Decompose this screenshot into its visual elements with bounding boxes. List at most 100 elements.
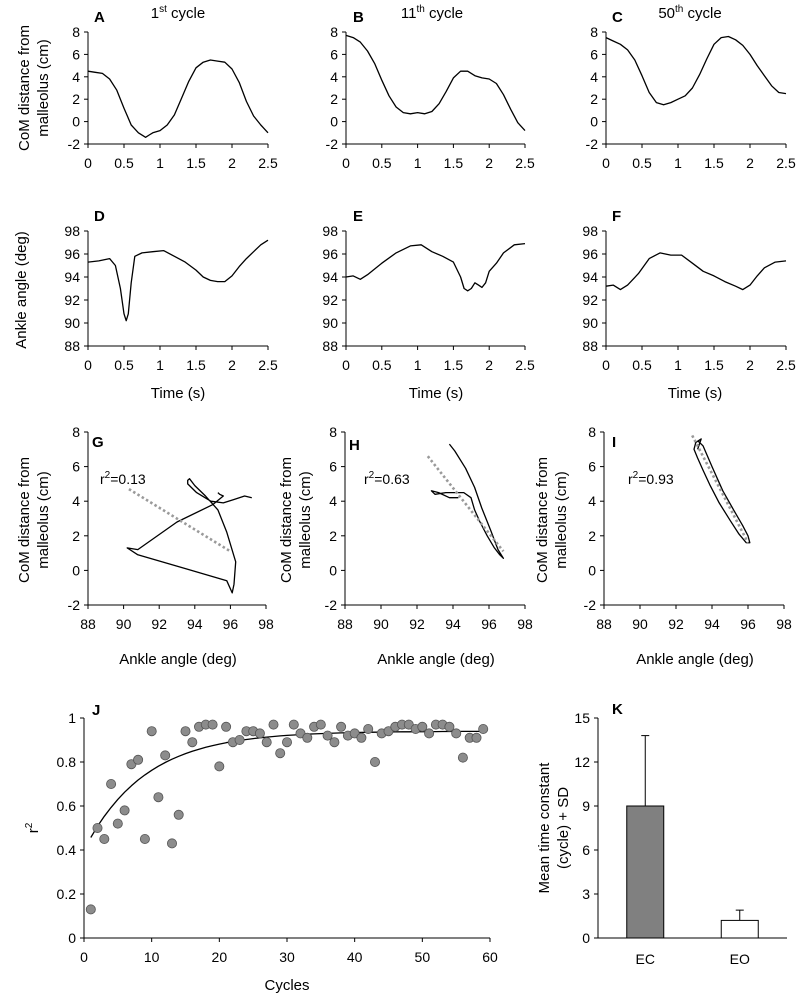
x-tick-label: 90 (632, 616, 648, 632)
data-trace-line (87, 239, 269, 322)
cycle-number: 50 (658, 5, 675, 22)
bar-eo (720, 919, 759, 939)
x-tick-label: 2 (485, 155, 493, 171)
data-trace-line (345, 242, 526, 292)
scatter-point (322, 730, 333, 741)
y-tick-label: 6 (590, 46, 598, 62)
cycle-title: 1st cycle (151, 4, 205, 22)
x-tick-label: 88 (80, 616, 96, 632)
y-tick-label: 15 (574, 710, 590, 726)
x-tick-label: 1.5 (704, 357, 724, 373)
x-tick-label: 2.5 (258, 155, 278, 171)
y-tick-label: 8 (588, 424, 596, 440)
time-xlabel-e: Time (s) (409, 385, 463, 402)
y-tick-label: 8 (329, 424, 337, 440)
x-tick-label: 94 (445, 616, 461, 632)
y-tick-label: 2 (329, 528, 337, 544)
y-tick-label: 4 (72, 493, 80, 509)
scatter-point (268, 719, 279, 730)
y-tick-label: 0 (588, 562, 596, 578)
y-tick-label: 92 (322, 292, 338, 308)
scatter-point (173, 809, 184, 820)
scatter-point (187, 737, 198, 748)
panel-letter-f: F (612, 208, 621, 225)
cycle-suffix: st (159, 4, 167, 15)
scatter-point (417, 721, 428, 732)
scatter-point (153, 792, 164, 803)
scatter-point (444, 721, 455, 732)
x-tick-label: 0.5 (372, 357, 392, 373)
y-tick-label: 0.4 (57, 842, 77, 858)
com-distance-ylabel-a: CoM distance from malleolus (cm) (16, 25, 52, 151)
time-constant-ylabel-line2: (cycle) + SD (555, 787, 572, 869)
com-distance-ylabel-i-line2: malleolus (cm) (553, 471, 570, 569)
y-tick-label: 3 (582, 886, 590, 902)
panel-letter-i: I (612, 434, 616, 451)
x-tick-label: 2.5 (776, 357, 796, 373)
scatter-point (451, 728, 462, 739)
y-tick-label: -2 (68, 597, 81, 613)
y-tick-label: 4 (72, 69, 80, 85)
scatter-point (139, 834, 150, 845)
x-tick-label: 1 (674, 357, 682, 373)
panel-k: 0 3 6 9 12 15 EC EO (574, 710, 787, 967)
x-tick-label: 1 (156, 155, 164, 171)
cycles-xlabel: Cycles (264, 977, 309, 994)
scatter-point (275, 748, 286, 759)
regression-fit-line (691, 434, 750, 544)
y-tick-label: 98 (582, 223, 598, 239)
x-tick-label: 0.5 (114, 155, 134, 171)
y-tick-label: 98 (64, 223, 80, 239)
y-tick-label: 90 (582, 315, 598, 331)
scatter-point (106, 779, 117, 790)
x-tick-label: 2 (485, 357, 493, 373)
scatter-point (363, 724, 374, 735)
y-tick-label: 8 (72, 24, 80, 40)
com-distance-ylabel-g-line1: CoM distance from (16, 457, 33, 583)
r2-sup: 2 (105, 470, 111, 481)
x-tick-label: 88 (337, 616, 353, 632)
scatter-point (478, 724, 489, 735)
y-tick-label: 4 (588, 493, 596, 509)
panel-letter-c: C (612, 9, 623, 26)
scatter-point (166, 838, 177, 849)
scatter-point (119, 805, 130, 816)
x-tick-label: 92 (668, 616, 684, 632)
x-tick-label: 88 (596, 616, 612, 632)
scatter-point (85, 904, 96, 915)
y-tick-label: 6 (72, 46, 80, 62)
y-tick-label: 0 (329, 562, 337, 578)
y-tick-label: 9 (582, 798, 590, 814)
x-tick-label: 0.5 (372, 155, 392, 171)
x-tick-label: 1 (414, 357, 422, 373)
y-tick-label: 94 (582, 269, 598, 285)
r2-value: =0.13 (110, 471, 146, 487)
y-tick-label: 4 (330, 69, 338, 85)
cycle-word: cycle (425, 5, 463, 22)
y-tick-label: 94 (322, 269, 338, 285)
y-tick-label: 88 (322, 338, 338, 354)
x-tick-label: 0.5 (114, 357, 134, 373)
x-tick-label: 10 (144, 949, 160, 965)
scatter-point (133, 754, 144, 765)
exponential-fit-curve (90, 730, 484, 838)
y-tick-label: 0 (590, 114, 598, 130)
y-tick-label: 88 (582, 338, 598, 354)
x-tick-label: 1.5 (704, 155, 724, 171)
panel-letter-b: B (353, 9, 364, 26)
data-trace-line (605, 35, 787, 106)
r2-annotation: r2=0.93 (628, 470, 674, 487)
category-label-ec: EC (636, 951, 655, 967)
x-tick-label: 60 (482, 949, 498, 965)
scatter-point (288, 719, 299, 730)
x-tick-label: 0.5 (632, 357, 652, 373)
cycle-word: cycle (683, 5, 721, 22)
scatter-point (424, 728, 435, 739)
x-tick-label: 94 (704, 616, 720, 632)
y-tick-label: 0 (582, 930, 590, 946)
scatter-point (329, 737, 340, 748)
cycle-suffix: th (675, 4, 683, 15)
x-tick-label: 2.5 (515, 155, 535, 171)
x-tick-label: 0 (84, 357, 92, 373)
